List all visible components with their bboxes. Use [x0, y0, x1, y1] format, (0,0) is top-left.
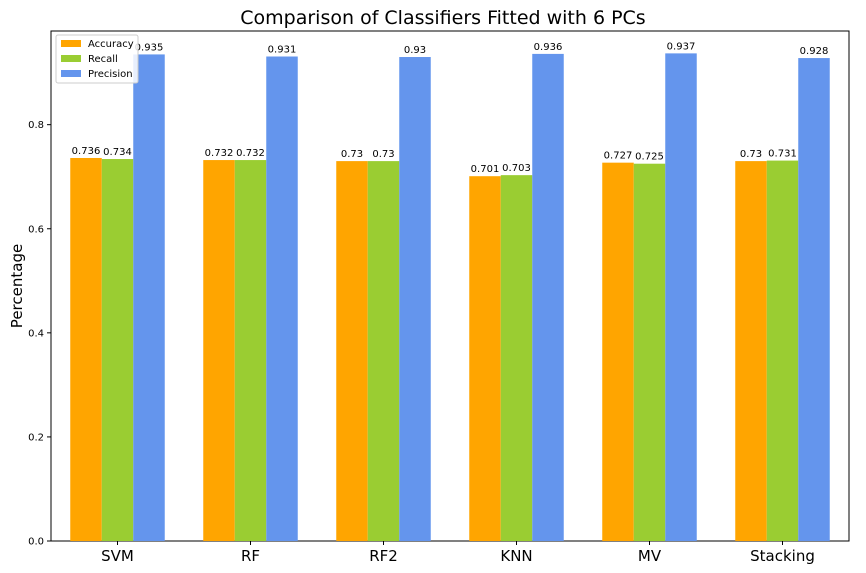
- legend-swatch-recall: [61, 55, 81, 62]
- data-label: 0.701: [471, 164, 500, 175]
- legend-swatch-accuracy: [61, 40, 81, 47]
- y-axis-label: Percentage: [8, 244, 26, 328]
- data-label: 0.734: [103, 147, 132, 158]
- data-label: 0.732: [236, 148, 265, 159]
- data-label: 0.937: [667, 41, 696, 52]
- data-label: 0.93: [404, 45, 426, 56]
- bar-recall-mv: [633, 163, 666, 541]
- x-tick-label: RF: [241, 547, 260, 565]
- bar-accuracy-svm: [70, 157, 102, 541]
- legend-label-precision: Precision: [88, 69, 133, 80]
- data-label: 0.725: [635, 152, 664, 163]
- bar-recall-svm: [101, 159, 134, 542]
- bar-accuracy-rf: [203, 160, 235, 541]
- x-tick-label: RF2: [369, 547, 398, 565]
- bar-recall-knn: [500, 175, 533, 541]
- bar-accuracy-rf2: [336, 161, 368, 541]
- data-label: 0.736: [72, 146, 101, 157]
- bar-accuracy-mv: [602, 162, 634, 541]
- x-tick-label: Stacking: [750, 547, 815, 565]
- data-label: 0.931: [268, 45, 297, 56]
- legend-swatch-precision: [61, 70, 81, 77]
- data-label: 0.928: [800, 46, 829, 57]
- bar-precision-mv: [665, 53, 697, 541]
- data-label: 0.727: [604, 151, 633, 162]
- x-tick-label: KNN: [500, 547, 532, 565]
- data-label: 0.73: [341, 149, 363, 160]
- y-tick-label: 0.0: [28, 537, 44, 548]
- bar-precision-stacking: [798, 58, 830, 542]
- data-label: 0.73: [372, 149, 394, 160]
- data-label: 0.732: [205, 148, 234, 159]
- legend-label-recall: Recall: [88, 54, 118, 65]
- bar-precision-rf2: [399, 57, 431, 541]
- chart-title: Comparison of Classifiers Fitted with 6 …: [240, 7, 645, 29]
- bar-accuracy-knn: [469, 176, 501, 541]
- bar-recall-rf: [234, 160, 267, 541]
- bar-precision-knn: [532, 53, 564, 542]
- legend: Accuracy Recall Precision: [55, 34, 139, 84]
- bar-recall-rf2: [367, 161, 400, 541]
- data-label: 0.935: [135, 42, 164, 53]
- x-tick-label: MV: [638, 547, 662, 565]
- bar-precision-svm: [133, 54, 165, 541]
- legend-label-accuracy: Accuracy: [88, 39, 134, 50]
- y-tick-label: 0.4: [28, 328, 44, 339]
- y-tick-label: 0.2: [28, 432, 44, 443]
- bar-accuracy-stacking: [735, 161, 767, 541]
- x-tick-label: SVM: [101, 547, 134, 565]
- bar-recall-stacking: [766, 160, 799, 541]
- data-label: 0.936: [534, 42, 563, 53]
- data-label: 0.703: [502, 163, 531, 174]
- data-label: 0.731: [768, 149, 797, 160]
- plot-frame: [50, 30, 850, 542]
- data-label: 0.73: [740, 149, 762, 160]
- y-tick-label: 0.6: [28, 224, 44, 235]
- y-tick-label: 0.8: [28, 120, 44, 131]
- plot-area: 0.0 0.2 0.4 0.6 0.8 SVM 0.736 0.734 0.935 RF 0.732…: [28, 30, 850, 565]
- bar-precision-rf: [266, 56, 298, 541]
